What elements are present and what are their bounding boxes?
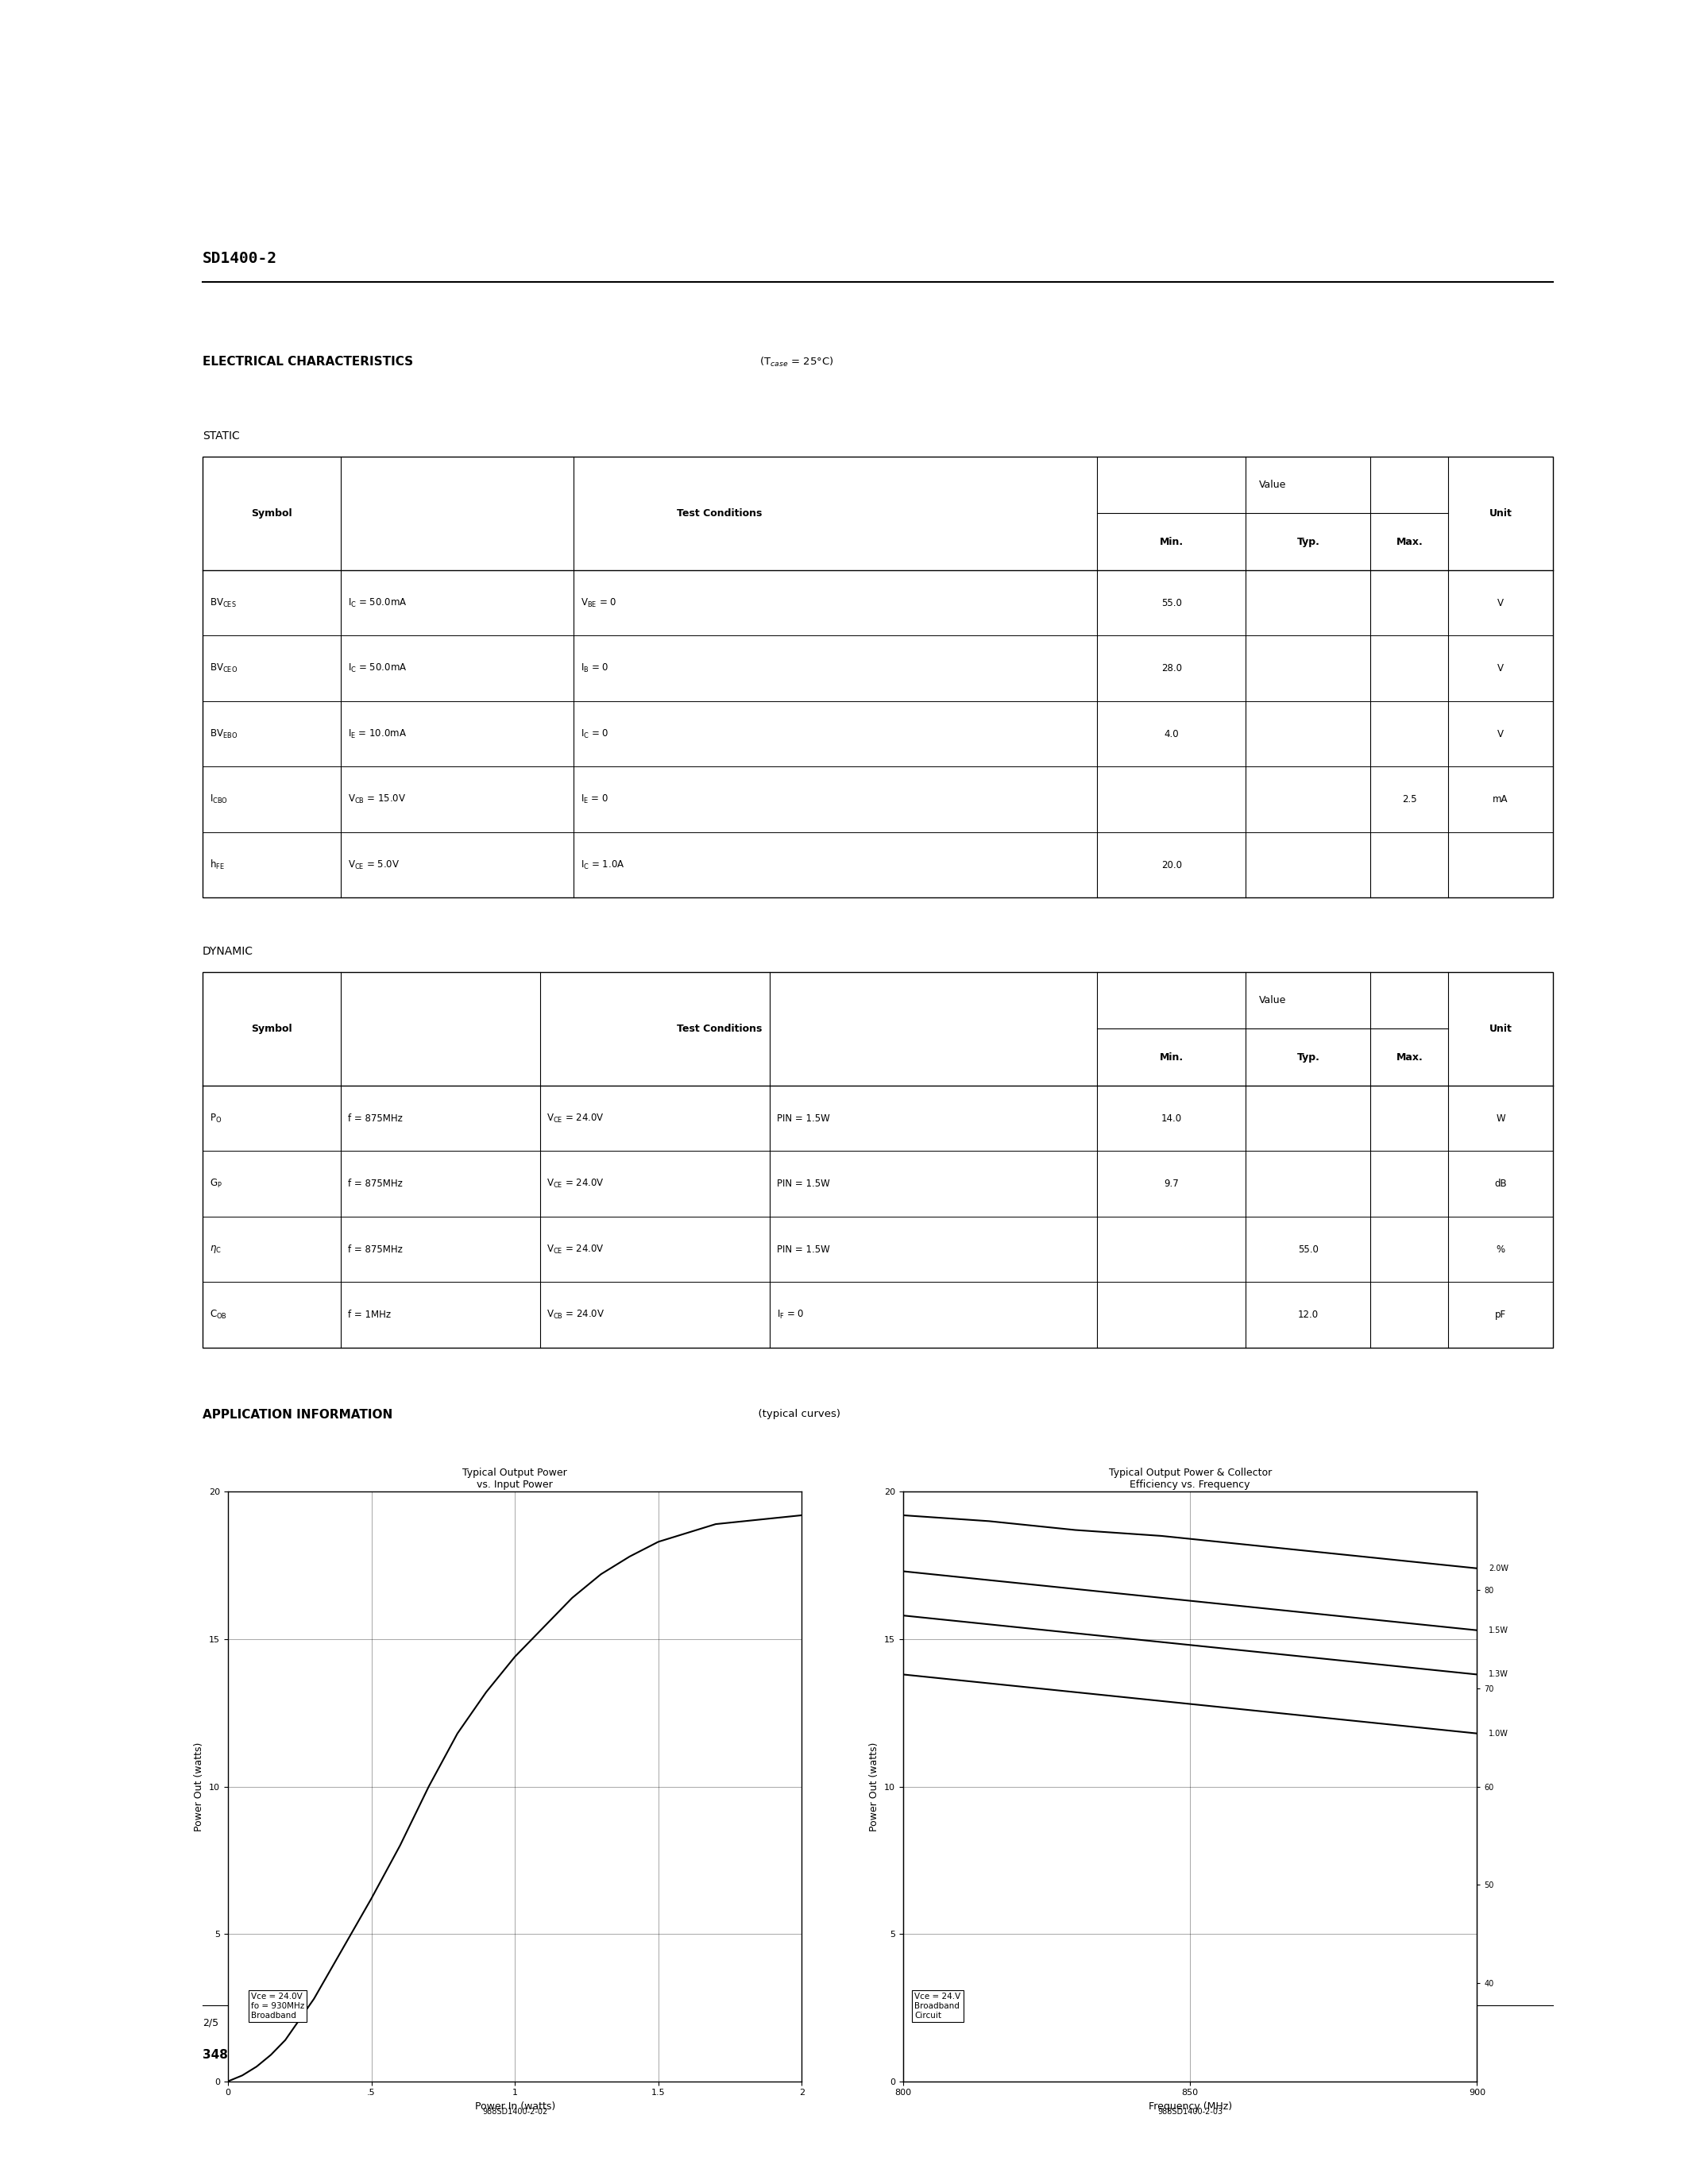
Text: DYNAMIC: DYNAMIC: [203, 946, 253, 957]
Text: 20.0: 20.0: [1161, 860, 1182, 869]
Text: 1.3W: 1.3W: [1489, 1671, 1509, 1679]
Text: I$_\mathregular{C}$ = 50.0mA: I$_\mathregular{C}$ = 50.0mA: [348, 662, 407, 675]
Text: APPLICATION INFORMATION: APPLICATION INFORMATION: [203, 1409, 393, 1420]
Text: STATIC: STATIC: [203, 430, 240, 441]
Text: 2/5: 2/5: [203, 2018, 218, 2029]
Text: V$_\mathregular{CE}$ = 24.0V: V$_\mathregular{CE}$ = 24.0V: [547, 1177, 604, 1190]
Text: Symbol: Symbol: [252, 509, 292, 518]
Text: V$_\mathregular{CB}$ = 24.0V: V$_\mathregular{CB}$ = 24.0V: [547, 1308, 604, 1321]
Text: Test Conditions: Test Conditions: [677, 1024, 761, 1033]
Text: I$_\mathregular{C}$ = 50.0mA: I$_\mathregular{C}$ = 50.0mA: [348, 596, 407, 609]
Text: BV$_\mathregular{CES}$: BV$_\mathregular{CES}$: [209, 596, 236, 609]
Text: G$_\mathregular{P}$: G$_\mathregular{P}$: [209, 1177, 221, 1190]
Text: f = 1MHz: f = 1MHz: [348, 1310, 390, 1319]
Text: f = 875MHz: f = 875MHz: [348, 1179, 402, 1188]
Text: V$_\mathregular{CB}$ = 15.0V: V$_\mathregular{CB}$ = 15.0V: [348, 793, 405, 806]
Text: I$_\mathregular{C}$ = 0: I$_\mathregular{C}$ = 0: [581, 727, 609, 740]
Text: V$_\mathregular{BE}$ = 0: V$_\mathregular{BE}$ = 0: [581, 596, 616, 609]
Text: PIN = 1.5W: PIN = 1.5W: [776, 1245, 829, 1254]
Text: I$_\mathregular{E}$ = 0: I$_\mathregular{E}$ = 0: [581, 793, 609, 806]
Title: Typical Output Power
vs. Input Power: Typical Output Power vs. Input Power: [463, 1468, 567, 1489]
Text: P$_\mathregular{O}$: P$_\mathregular{O}$: [209, 1112, 221, 1125]
Text: mA: mA: [1492, 795, 1509, 804]
Text: Value: Value: [1259, 996, 1286, 1005]
Text: V: V: [1497, 598, 1504, 607]
Text: ELECTRICAL CHARACTERISTICS: ELECTRICAL CHARACTERISTICS: [203, 356, 414, 367]
Text: I$_\mathregular{B}$ = 0: I$_\mathregular{B}$ = 0: [581, 662, 609, 675]
Text: %: %: [1496, 1245, 1506, 1254]
Text: 348: 348: [203, 2049, 228, 2060]
Text: 12.0: 12.0: [1298, 1310, 1318, 1319]
Text: I$_\mathregular{E}$ = 10.0mA: I$_\mathregular{E}$ = 10.0mA: [348, 727, 407, 740]
Text: Max.: Max.: [1396, 537, 1423, 546]
Text: V$_\mathregular{CE}$ = 24.0V: V$_\mathregular{CE}$ = 24.0V: [547, 1112, 604, 1125]
Text: BV$_\mathregular{CEO}$: BV$_\mathregular{CEO}$: [209, 662, 238, 675]
Text: 55.0: 55.0: [1298, 1245, 1318, 1254]
Text: 988SD1400-2-03: 988SD1400-2-03: [1158, 2108, 1222, 2116]
Text: Test Conditions: Test Conditions: [677, 509, 761, 518]
Text: V: V: [1497, 664, 1504, 673]
Text: 2.5: 2.5: [1403, 795, 1416, 804]
Bar: [203, 972, 1553, 1348]
Text: f = 875MHz: f = 875MHz: [348, 1114, 402, 1123]
Text: C$_\mathregular{OB}$: C$_\mathregular{OB}$: [209, 1308, 226, 1321]
X-axis label: Power In (watts): Power In (watts): [474, 2101, 555, 2112]
Text: PIN = 1.5W: PIN = 1.5W: [776, 1179, 829, 1188]
Text: Typ.: Typ.: [1296, 537, 1320, 546]
Text: Unit: Unit: [1489, 1024, 1512, 1033]
Text: Max.: Max.: [1396, 1053, 1423, 1061]
Y-axis label: Power Out (watts): Power Out (watts): [194, 1743, 204, 1830]
Text: V$_\mathregular{CE}$ = 24.0V: V$_\mathregular{CE}$ = 24.0V: [547, 1243, 604, 1256]
Text: SD1400-2: SD1400-2: [203, 251, 277, 266]
Text: 9.7: 9.7: [1165, 1179, 1178, 1188]
Text: Vce = 24.V
Broadband
Circuit: Vce = 24.V Broadband Circuit: [915, 1994, 960, 2020]
Text: f = 875MHz: f = 875MHz: [348, 1245, 402, 1254]
Text: I$_\mathregular{F}$ = 0: I$_\mathregular{F}$ = 0: [776, 1308, 803, 1321]
Text: 1.5W: 1.5W: [1489, 1627, 1509, 1634]
Text: Unit: Unit: [1489, 509, 1512, 518]
Text: PIN = 1.5W: PIN = 1.5W: [776, 1114, 829, 1123]
Text: h$_\mathregular{FE}$: h$_\mathregular{FE}$: [209, 858, 225, 871]
Title: Typical Output Power & Collector
Efficiency vs. Frequency: Typical Output Power & Collector Efficie…: [1109, 1468, 1271, 1489]
Text: (T$_{case}$ = 25°C): (T$_{case}$ = 25°C): [760, 356, 834, 369]
Text: 1.0W: 1.0W: [1489, 1730, 1509, 1738]
Text: BV$_\mathregular{EBO}$: BV$_\mathregular{EBO}$: [209, 727, 238, 740]
Bar: [203, 456, 1553, 898]
Text: 4.0: 4.0: [1165, 729, 1178, 738]
Text: Vce = 24.0V
fo = 930MHz
Broadband: Vce = 24.0V fo = 930MHz Broadband: [252, 1994, 304, 2020]
Text: 14.0: 14.0: [1161, 1114, 1182, 1123]
Text: 28.0: 28.0: [1161, 664, 1182, 673]
Text: W: W: [1496, 1114, 1506, 1123]
Text: 55.0: 55.0: [1161, 598, 1182, 607]
Text: dB: dB: [1494, 1179, 1507, 1188]
Text: Min.: Min.: [1160, 537, 1183, 546]
Text: (typical curves): (typical curves): [751, 1409, 841, 1420]
Text: Value: Value: [1259, 480, 1286, 489]
Text: pF: pF: [1496, 1310, 1506, 1319]
Text: I$_\mathregular{C}$ = 1.0A: I$_\mathregular{C}$ = 1.0A: [581, 858, 625, 871]
Text: $\eta_\mathregular{C}$: $\eta_\mathregular{C}$: [209, 1243, 221, 1256]
Y-axis label: Power Out (watts): Power Out (watts): [869, 1743, 879, 1830]
Text: V$_\mathregular{CE}$ = 5.0V: V$_\mathregular{CE}$ = 5.0V: [348, 858, 400, 871]
Text: Symbol: Symbol: [252, 1024, 292, 1033]
Text: Typ.: Typ.: [1296, 1053, 1320, 1061]
Text: Min.: Min.: [1160, 1053, 1183, 1061]
X-axis label: Frequency (MHz): Frequency (MHz): [1148, 2101, 1232, 2112]
Text: I$_\mathregular{CBO}$: I$_\mathregular{CBO}$: [209, 793, 228, 806]
Text: 2.0W: 2.0W: [1489, 1564, 1509, 1572]
Text: V: V: [1497, 729, 1504, 738]
Text: 988SD1400-2-02: 988SD1400-2-02: [483, 2108, 547, 2116]
